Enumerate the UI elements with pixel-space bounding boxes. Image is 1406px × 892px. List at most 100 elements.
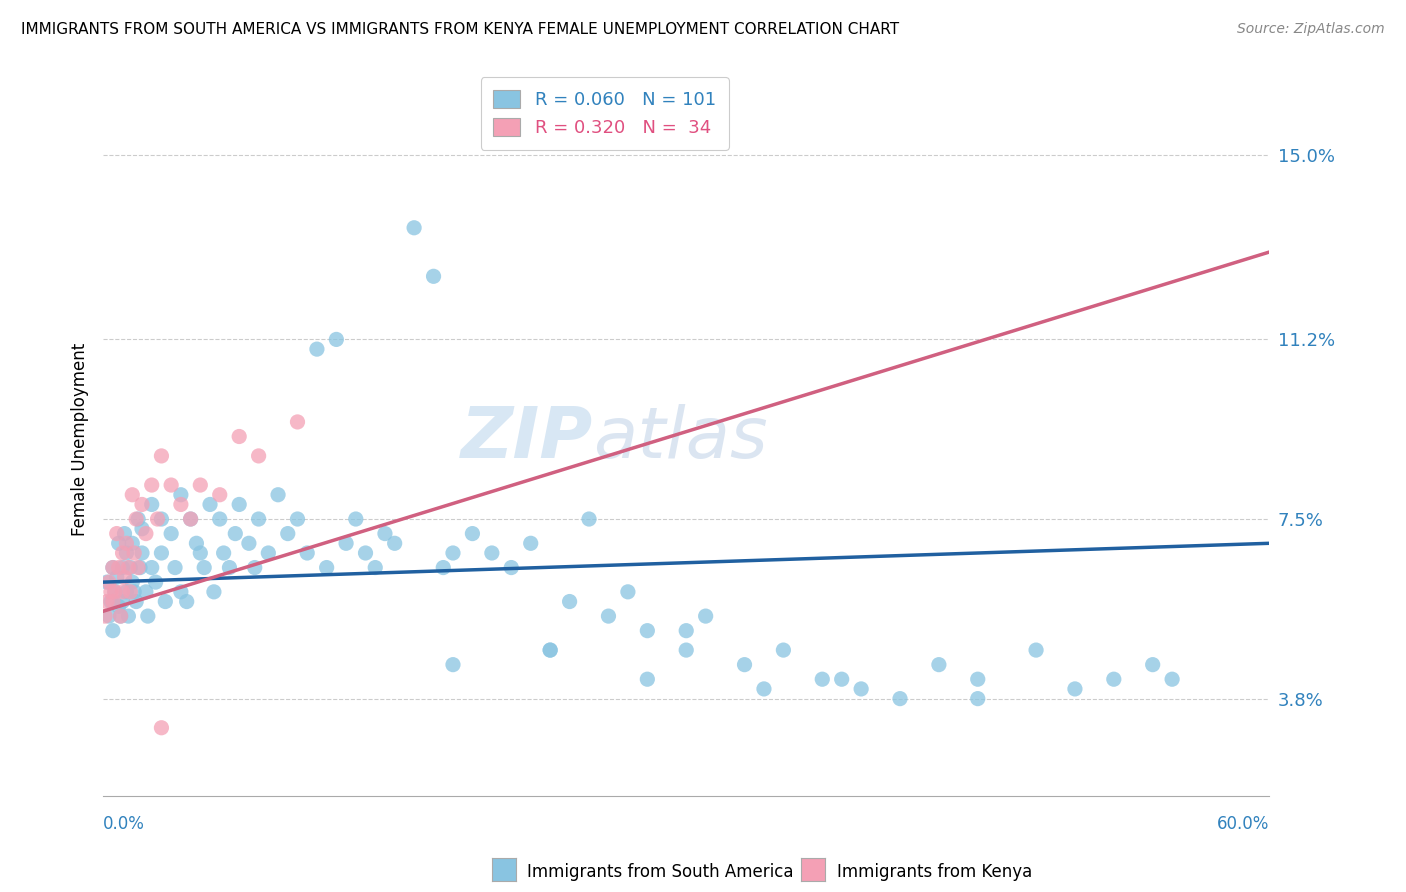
Point bbox=[831, 672, 853, 686]
Point bbox=[100, 594, 122, 608]
Point bbox=[135, 526, 157, 541]
Point bbox=[287, 415, 309, 429]
Point bbox=[1142, 657, 1164, 672]
Point bbox=[675, 643, 697, 657]
Point bbox=[120, 560, 142, 574]
Point bbox=[101, 560, 124, 574]
Point bbox=[193, 560, 215, 574]
Point bbox=[127, 560, 149, 574]
Point bbox=[101, 560, 124, 574]
Point bbox=[617, 584, 640, 599]
Text: 0.0%: 0.0% bbox=[103, 815, 145, 833]
Point bbox=[598, 609, 620, 624]
Point bbox=[277, 526, 299, 541]
Point bbox=[97, 575, 120, 590]
Point bbox=[1102, 672, 1125, 686]
Point bbox=[105, 526, 128, 541]
Point bbox=[578, 512, 600, 526]
Text: IMMIGRANTS FROM SOUTH AMERICA VS IMMIGRANTS FROM KENYA FEMALE UNEMPLOYMENT CORRE: IMMIGRANTS FROM SOUTH AMERICA VS IMMIGRA… bbox=[21, 22, 900, 37]
Point bbox=[636, 624, 658, 638]
Point bbox=[208, 512, 231, 526]
Point bbox=[97, 609, 120, 624]
Point bbox=[94, 609, 117, 624]
Point bbox=[131, 522, 153, 536]
Point bbox=[150, 449, 173, 463]
Point bbox=[695, 609, 717, 624]
Point bbox=[107, 599, 129, 614]
Point bbox=[675, 624, 697, 638]
Point bbox=[238, 536, 260, 550]
Point bbox=[243, 560, 266, 574]
Point bbox=[224, 526, 246, 541]
Point bbox=[125, 512, 148, 526]
Point bbox=[228, 429, 250, 443]
Text: 60.0%: 60.0% bbox=[1218, 815, 1270, 833]
Point bbox=[96, 575, 118, 590]
Text: ZIP: ZIP bbox=[461, 404, 593, 474]
Point bbox=[188, 478, 211, 492]
Point bbox=[115, 536, 138, 550]
Point bbox=[180, 512, 202, 526]
Point bbox=[481, 546, 503, 560]
Point bbox=[150, 512, 173, 526]
Point bbox=[131, 546, 153, 560]
Point bbox=[889, 691, 911, 706]
Point bbox=[1025, 643, 1047, 657]
Point bbox=[101, 624, 124, 638]
Point bbox=[135, 584, 157, 599]
Point bbox=[247, 512, 270, 526]
Point bbox=[344, 512, 367, 526]
Point bbox=[114, 570, 136, 584]
Point bbox=[966, 672, 988, 686]
Point bbox=[538, 643, 561, 657]
Point bbox=[110, 609, 132, 624]
Point bbox=[558, 594, 581, 608]
Point bbox=[636, 672, 658, 686]
Point bbox=[208, 488, 231, 502]
Point bbox=[150, 546, 173, 560]
Point bbox=[188, 546, 211, 560]
Point bbox=[176, 594, 198, 608]
Point bbox=[104, 584, 127, 599]
Point bbox=[305, 342, 328, 356]
Point bbox=[121, 536, 143, 550]
Point bbox=[287, 512, 309, 526]
Point bbox=[538, 643, 561, 657]
Point bbox=[267, 488, 290, 502]
Point bbox=[1161, 672, 1184, 686]
Point bbox=[170, 488, 193, 502]
Point bbox=[752, 681, 775, 696]
Point bbox=[111, 560, 134, 574]
Legend: R = 0.060   N = 101, R = 0.320   N =  34: R = 0.060 N = 101, R = 0.320 N = 34 bbox=[481, 77, 728, 150]
Point bbox=[501, 560, 523, 574]
Point bbox=[849, 681, 872, 696]
Point bbox=[120, 584, 142, 599]
Point bbox=[107, 536, 129, 550]
Point bbox=[202, 584, 225, 599]
Point bbox=[461, 526, 484, 541]
Point bbox=[364, 560, 387, 574]
Point bbox=[105, 570, 128, 584]
Point bbox=[734, 657, 756, 672]
Point bbox=[104, 584, 127, 599]
Point bbox=[141, 560, 163, 574]
Point bbox=[257, 546, 280, 560]
Point bbox=[117, 609, 139, 624]
Point bbox=[100, 584, 122, 599]
Point bbox=[928, 657, 950, 672]
Point bbox=[384, 536, 406, 550]
Point bbox=[432, 560, 454, 574]
Point bbox=[295, 546, 318, 560]
Point bbox=[811, 672, 834, 686]
Point bbox=[218, 560, 240, 574]
Point bbox=[110, 609, 132, 624]
Point bbox=[111, 546, 134, 560]
Point bbox=[122, 584, 145, 599]
Point bbox=[354, 546, 377, 560]
Point bbox=[198, 498, 221, 512]
Point bbox=[315, 560, 337, 574]
Point bbox=[111, 594, 134, 608]
Point bbox=[422, 269, 444, 284]
Point bbox=[441, 546, 464, 560]
Point bbox=[121, 488, 143, 502]
